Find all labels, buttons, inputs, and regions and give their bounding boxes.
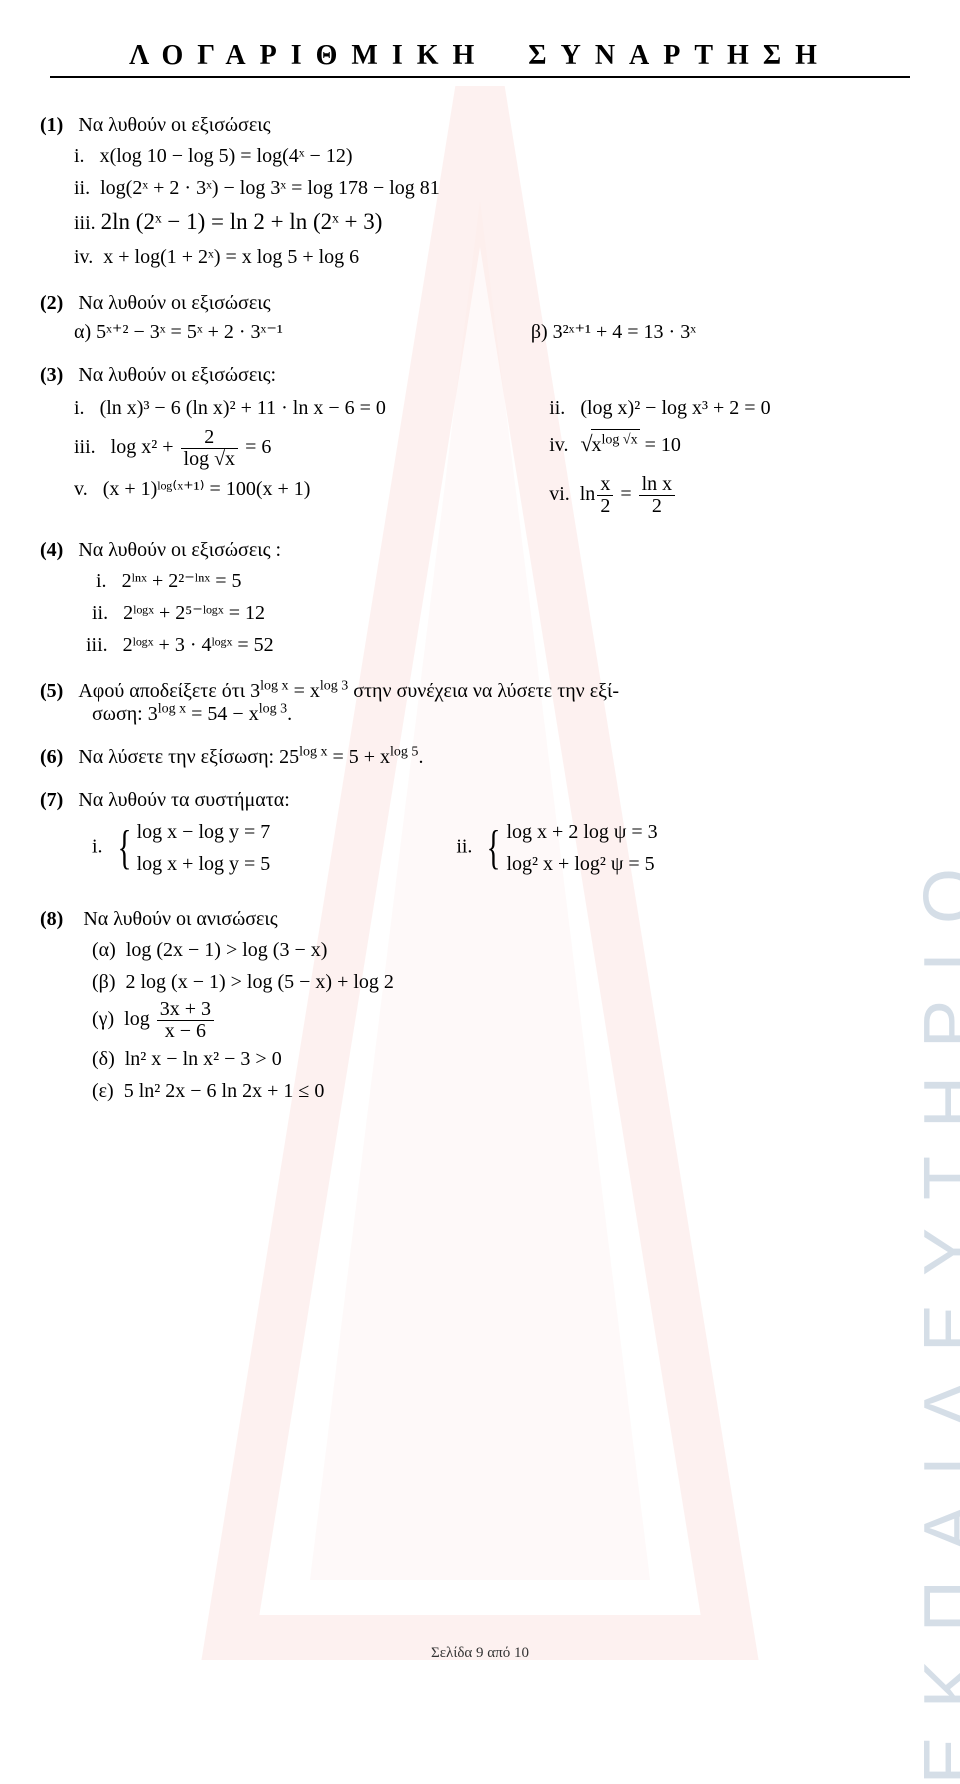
problem-2-intro: Να λυθούν οι εξισώσεις	[78, 292, 270, 314]
page-title: ΛΟΓΑΡΙΘΜΙΚΗ ΣΥΝΑΡΤΗΣΗ	[50, 40, 910, 78]
p4-iii: iii. 2ˡᵒᵍˣ + 3 · 4ˡᵒᵍˣ = 52	[40, 630, 920, 660]
page-footer: Σελίδα 9 από 10	[0, 1645, 960, 1662]
p3-iii: iii. log x² + 2log √x = 6	[40, 427, 515, 470]
title-word-2: ΣΥΝΑΡΤΗΣΗ	[528, 40, 831, 71]
p1-i: i. x(log 10 − log 5) = log(4ˣ − 12)	[40, 141, 920, 171]
p7-i: i. { log x − log y = 7 log x + log y = 5	[92, 816, 456, 880]
problem-4-number: (4)	[40, 539, 63, 561]
problem-6: (6) Να λύσετε την εξίσωση: 25log x = 5 +…	[40, 746, 920, 769]
p3-i: i. (ln x)³ − 6 (ln x)² + 11 · ln x − 6 =…	[40, 393, 515, 423]
problem-3-number: (3)	[40, 364, 63, 386]
p1-iii: iii. 2ln (2ˣ − 1) = ln 2 + ln (2ˣ + 3)	[40, 205, 920, 240]
problem-4-intro: Να λυθούν οι εξισώσεις :	[78, 539, 281, 561]
p3-v: v. (x + 1)ˡᵒᵍ⁽ˣ⁺¹⁾ = 100(x + 1)	[40, 474, 515, 517]
problem-7-number: (7)	[40, 789, 63, 811]
title-word-1: ΛΟΓΑΡΙΘΜΙΚΗ	[129, 40, 488, 71]
problem-8: (8) Να λυθούν οι ανισώσεις (α) log (2x −…	[40, 908, 920, 1106]
problem-5-number: (5)	[40, 680, 63, 702]
p3-vi: vi. lnx2 = ln x2	[515, 474, 677, 517]
p8-g: (γ) log 3x + 3x − 6	[40, 999, 920, 1042]
p2-a: α) 5ˣ⁺² − 3ˣ = 5ˣ + 2 · 3ˣ⁻¹	[74, 319, 531, 344]
problem-8-intro: Να λυθούν οι ανισώσεις	[83, 908, 277, 930]
p4-ii: ii. 2ˡᵒᵍˣ + 2⁵⁻ˡᵒᵍˣ = 12	[40, 598, 920, 628]
p8-a: (α) log (2x − 1) > log (3 − x)	[40, 935, 920, 965]
problem-3: (3) Να λυθούν οι εξισώσεις: i. (ln x)³ −…	[40, 364, 920, 519]
p8-e: (ε) 5 ln² 2x − 6 ln 2x + 1 ≤ 0	[40, 1076, 920, 1106]
p3-iv: iv. xlog √x = 10	[515, 427, 681, 470]
p4-i: i. 2ˡⁿˣ + 2²⁻ˡⁿˣ = 5	[40, 566, 920, 596]
brace-icon: {	[487, 826, 501, 869]
p2-b: β) 3²ˣ⁺¹ + 4 = 13 · 3ˣ	[531, 319, 696, 344]
document-content: ΛΟΓΑΡΙΘΜΙΚΗ ΣΥΝΑΡΤΗΣΗ (1) Να λυθούν οι εξ…	[40, 40, 920, 1106]
p1-iv: iv. x + log(1 + 2ˣ) = x log 5 + log 6	[40, 242, 920, 272]
problem-2: (2) Να λυθούν οι εξισώσεις α) 5ˣ⁺² − 3ˣ …	[40, 292, 920, 344]
p7-ii: ii. { log x + 2 log ψ = 3 log² x + log² …	[456, 816, 657, 880]
p8-d: (δ) ln² x − ln x² − 3 > 0	[40, 1044, 920, 1074]
problem-7: (7) Να λυθούν τα συστήματα: i. { log x −…	[40, 789, 920, 880]
problem-4: (4) Να λυθούν οι εξισώσεις : i. 2ˡⁿˣ + 2…	[40, 539, 920, 660]
p3-ii: ii. (log x)² − log x³ + 2 = 0	[515, 393, 770, 423]
problem-2-number: (2)	[40, 292, 63, 314]
problem-1: (1) Να λυθούν οι εξισώσεις i. x(log 10 −…	[40, 114, 920, 272]
problem-1-number: (1)	[40, 114, 63, 136]
p1-ii: ii. log(2ˣ + 2 · 3ˣ) − log 3ˣ = log 178 …	[40, 173, 920, 203]
p8-b: (β) 2 log (x − 1) > log (5 − x) + log 2	[40, 967, 920, 997]
problem-5: (5) Αφού αποδείξετε ότι 3log x = xlog 3 …	[40, 680, 920, 726]
brace-icon: {	[117, 826, 131, 869]
problem-6-number: (6)	[40, 746, 63, 768]
problem-3-intro: Να λυθούν οι εξισώσεις:	[78, 364, 276, 386]
problem-8-number: (8)	[40, 908, 63, 930]
problem-1-intro: Να λυθούν οι εξισώσεις	[78, 114, 270, 136]
problem-7-intro: Να λυθούν τα συστήματα:	[78, 789, 289, 811]
